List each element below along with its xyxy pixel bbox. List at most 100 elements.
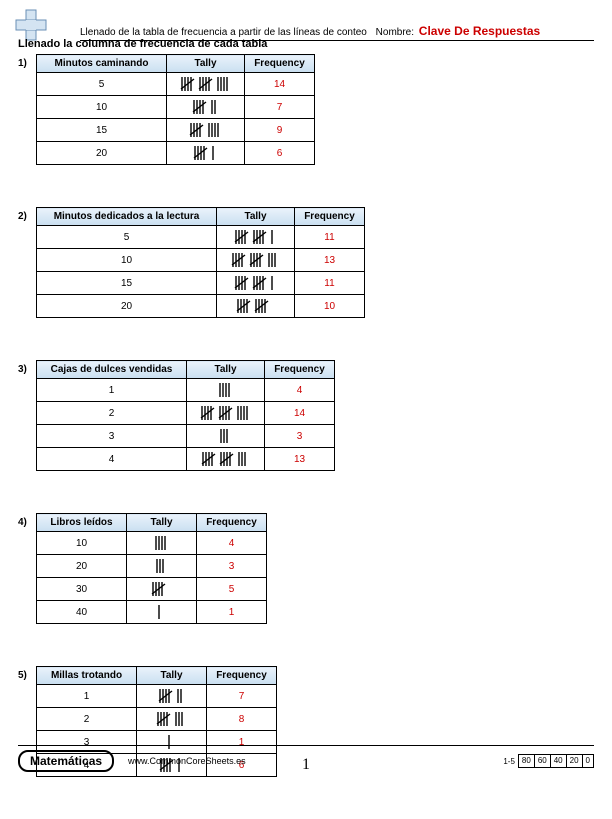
frequency-cell: 4	[197, 532, 267, 555]
table-row: 206	[37, 142, 315, 165]
worksheet-title: Llenado de la tabla de frecuencia a part…	[80, 27, 367, 38]
table-row: 17	[37, 685, 277, 708]
col-header-tally: Tally	[217, 208, 295, 226]
col-header-tally: Tally	[167, 55, 245, 73]
col-header-tally: Tally	[187, 361, 265, 379]
tally-cell	[137, 685, 207, 708]
table-row: 511	[37, 226, 365, 249]
tally-cell	[217, 249, 295, 272]
col-header-category: Minutos caminando	[37, 55, 167, 73]
tally-cell	[127, 601, 197, 624]
footer: Matemáticas www.CommonCoreSheets.es 1 1-…	[18, 745, 594, 772]
category-cell: 20	[37, 142, 167, 165]
problem-number: 5)	[18, 666, 36, 681]
tally-cell	[167, 96, 245, 119]
score-box: 60	[534, 754, 551, 768]
col-header-frequency: Frequency	[245, 55, 315, 73]
table-row: 4 13	[37, 448, 335, 471]
table-row: 10 4	[37, 532, 267, 555]
frequency-cell: 5	[197, 578, 267, 601]
frequency-cell: 3	[265, 425, 335, 448]
frequency-table: Minutos dedicados a la lecturaTallyFrequ…	[36, 207, 365, 318]
frequency-cell: 14	[245, 73, 315, 96]
category-cell: 30	[37, 578, 127, 601]
category-cell: 40	[37, 601, 127, 624]
table-row: 1511	[37, 272, 365, 295]
table-row: 203	[37, 555, 267, 578]
table-row: 10 13	[37, 249, 365, 272]
tally-cell	[127, 532, 197, 555]
category-cell: 3	[37, 425, 187, 448]
category-cell: 20	[37, 555, 127, 578]
table-row: 10 7	[37, 96, 315, 119]
score-box: 80	[518, 754, 535, 768]
frequency-cell: 8	[207, 708, 277, 731]
frequency-cell: 7	[245, 96, 315, 119]
col-header-frequency: Frequency	[197, 514, 267, 532]
score-box: 20	[566, 754, 583, 768]
problem: 1)Minutos caminandoTallyFrequency5141071…	[18, 54, 365, 165]
problem-number: 3)	[18, 360, 36, 375]
problem: 2)Minutos dedicados a la lecturaTallyFre…	[18, 207, 365, 318]
tally-cell	[187, 379, 265, 402]
problem-number: 1)	[18, 54, 36, 69]
score-box: 0	[582, 754, 594, 768]
table-row: 15 9	[37, 119, 315, 142]
col-header-category: Minutos dedicados a la lectura	[37, 208, 217, 226]
frequency-cell: 13	[265, 448, 335, 471]
tally-cell	[217, 226, 295, 249]
score-box: 40	[550, 754, 567, 768]
page-number: 1	[302, 756, 310, 774]
category-cell: 15	[37, 119, 167, 142]
category-cell: 2	[37, 708, 137, 731]
frequency-table: Cajas de dulces vendidasTallyFrequency14…	[36, 360, 335, 471]
table-row: 30 5	[37, 578, 267, 601]
tally-cell	[217, 272, 295, 295]
col-header-frequency: Frequency	[265, 361, 335, 379]
score-area: 1-5 806040200	[503, 754, 594, 768]
table-row: 2010	[37, 295, 365, 318]
category-cell: 10	[37, 249, 217, 272]
col-header-tally: Tally	[137, 667, 207, 685]
category-cell: 2	[37, 402, 187, 425]
frequency-table: Minutos caminandoTallyFrequency51410 7 15 9…	[36, 54, 315, 165]
frequency-cell: 9	[245, 119, 315, 142]
frequency-cell: 13	[295, 249, 365, 272]
tally-cell	[167, 73, 245, 96]
problem: 4)Libros leídosTallyFrequency10420330540…	[18, 513, 365, 624]
col-header-frequency: Frequency	[207, 667, 277, 685]
col-header-category: Libros leídos	[37, 514, 127, 532]
category-cell: 1	[37, 379, 187, 402]
table-row: 40 1	[37, 601, 267, 624]
frequency-cell: 14	[265, 402, 335, 425]
col-header-tally: Tally	[127, 514, 197, 532]
category-cell: 20	[37, 295, 217, 318]
table-row: 2 14	[37, 402, 335, 425]
problems-container: 1)Minutos caminandoTallyFrequency5141071…	[18, 54, 365, 819]
score-range-label: 1-5	[503, 757, 515, 766]
frequency-cell: 7	[207, 685, 277, 708]
table-row: 33	[37, 425, 335, 448]
problem: 3)Cajas de dulces vendidasTallyFrequency…	[18, 360, 365, 471]
frequency-cell: 11	[295, 226, 365, 249]
frequency-cell: 1	[197, 601, 267, 624]
instruction-text: Llenado la columna de frecuencia de cada…	[18, 38, 267, 50]
category-cell: 10	[37, 532, 127, 555]
frequency-table: Libros leídosTallyFrequency 10 420330 5 40 1	[36, 513, 267, 624]
tally-cell	[137, 708, 207, 731]
category-cell: 15	[37, 272, 217, 295]
score-boxes: 806040200	[519, 754, 594, 768]
category-cell: 4	[37, 448, 187, 471]
category-cell: 10	[37, 96, 167, 119]
col-header-frequency: Frequency	[295, 208, 365, 226]
table-row: 514	[37, 73, 315, 96]
tally-cell	[187, 425, 265, 448]
tally-cell	[187, 402, 265, 425]
tally-cell	[167, 142, 245, 165]
col-header-category: Cajas de dulces vendidas	[37, 361, 187, 379]
table-row: 14	[37, 379, 335, 402]
tally-cell	[167, 119, 245, 142]
answer-key-label: Clave De Respuestas	[419, 24, 540, 38]
name-label: Nombre:	[376, 27, 414, 38]
frequency-cell: 4	[265, 379, 335, 402]
